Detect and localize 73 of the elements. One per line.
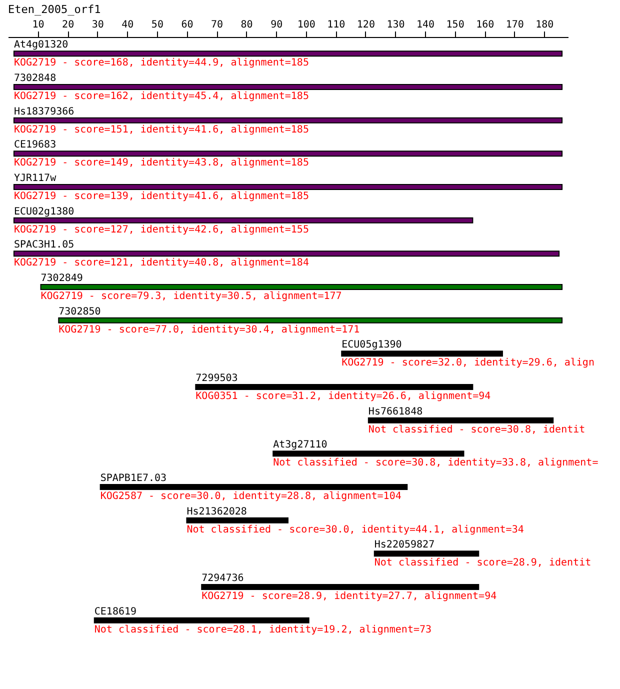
- x-tick-label: 30: [92, 20, 104, 30]
- bar: [13, 184, 563, 190]
- annotation: KOG2719 - score=168, identity=44.9, alignment=185: [14, 58, 309, 69]
- x-tick-label: 90: [270, 20, 283, 30]
- y-tick-label: SPAC3H1.05: [14, 240, 74, 251]
- bar: [13, 117, 563, 124]
- bar: [94, 617, 310, 624]
- x-tick-label: 140: [416, 20, 435, 30]
- annotation: Not classified - score=28.1, identity=19.2, alignment=73: [94, 624, 432, 636]
- annotation: Not classified - score=30.8, identity=33.8, alignment=: [273, 458, 598, 469]
- bar: [195, 384, 474, 390]
- x-tick-label: 40: [122, 20, 134, 30]
- annotation: KOG2719 - score=121, identity=40.8, alignment=184: [14, 258, 309, 269]
- annotation: KOG2719 - score=32.0, identity=29.6, align: [342, 358, 594, 369]
- annotation: KOG2719 - score=139, identity=41.6, alignment=185: [14, 191, 309, 202]
- annotation: Not classified - score=28.9, identit: [374, 558, 592, 569]
- y-tick-label: Hs7661848: [368, 406, 423, 418]
- y-tick-label: At4g01320: [14, 40, 68, 51]
- y-tick-label: ECU05g1390: [342, 340, 402, 351]
- y-tick-label: 7302849: [40, 273, 83, 284]
- annotation: KOG0351 - score=31.2, identity=26.6, alignment=94: [196, 391, 491, 402]
- bar: [13, 84, 563, 90]
- bar: [186, 517, 288, 524]
- bar: [374, 550, 480, 557]
- bar: [13, 50, 563, 57]
- x-tick-label: 10: [32, 20, 44, 30]
- y-tick-label: CE18619: [94, 606, 137, 618]
- x-tick-label: 180: [536, 20, 554, 30]
- y-tick-label: Hs18379366: [14, 106, 74, 118]
- y-tick-label: 7302850: [58, 306, 101, 318]
- annotation: KOG2719 - score=79.3, identity=30.5, alignment=177: [40, 291, 342, 302]
- x-tick-label: 70: [210, 20, 224, 30]
- bar: [40, 284, 563, 290]
- x-tick-label: 160: [476, 20, 494, 30]
- annotation: Not classified - score=30.8, identit: [368, 424, 586, 436]
- bar: [341, 350, 503, 357]
- x-tick-label: 100: [297, 20, 316, 30]
- annotation: KOG2719 - score=162, identity=45.4, alignment=185: [14, 91, 309, 102]
- annotation: Not classified - score=30.0, identity=44.1, alignment=34: [186, 524, 524, 536]
- annotation: KOG2719 - score=127, identity=42.6, alignment=155: [14, 224, 309, 236]
- x-tick-label: 50: [151, 20, 164, 30]
- bar: [272, 450, 464, 457]
- bar: [201, 584, 480, 590]
- annotation: KOG2719 - score=28.9, identity=27.7, alignment=94: [202, 591, 497, 602]
- bar: [368, 417, 554, 424]
- y-tick-label: At3g27110: [273, 440, 328, 451]
- chart-title: Eten_2005_orf1: [8, 3, 101, 16]
- y-tick-label: 7302848: [14, 73, 56, 84]
- y-tick-label: CE19683: [14, 140, 56, 151]
- bar: [13, 250, 560, 257]
- bar: [100, 484, 408, 490]
- bar: [58, 317, 563, 324]
- annotation: KOG2719 - score=77.0, identity=30.4, alignment=171: [58, 324, 360, 336]
- y-tick-label: Hs21362028: [186, 506, 247, 518]
- x-tick-label: 130: [386, 20, 405, 30]
- x-tick-label: 60: [181, 20, 194, 30]
- x-tick-label: 110: [327, 20, 346, 30]
- y-tick-label: ECU02g1380: [14, 206, 74, 218]
- x-tick-label: 150: [446, 20, 464, 30]
- annotation: KOG2719 - score=151, identity=41.6, alignment=185: [14, 124, 309, 136]
- x-tick-label: 80: [240, 20, 253, 30]
- x-tick-label: 20: [62, 20, 74, 30]
- x-tick-label: 120: [356, 20, 375, 30]
- y-tick-label: Hs22059827: [374, 540, 435, 551]
- annotation: KOG2719 - score=149, identity=43.8, alignment=185: [14, 158, 309, 169]
- y-tick-label: SPAPB1E7.03: [100, 473, 167, 484]
- x-tick-label: 170: [506, 20, 524, 30]
- y-tick-label: YJR117w: [14, 173, 58, 184]
- y-tick-label: 7294736: [202, 573, 244, 584]
- bar: [13, 217, 474, 224]
- annotation: KOG2587 - score=30.0, identity=28.8, alignment=104: [100, 491, 402, 502]
- bar: [13, 150, 563, 157]
- y-tick-label: 7299503: [196, 373, 238, 384]
